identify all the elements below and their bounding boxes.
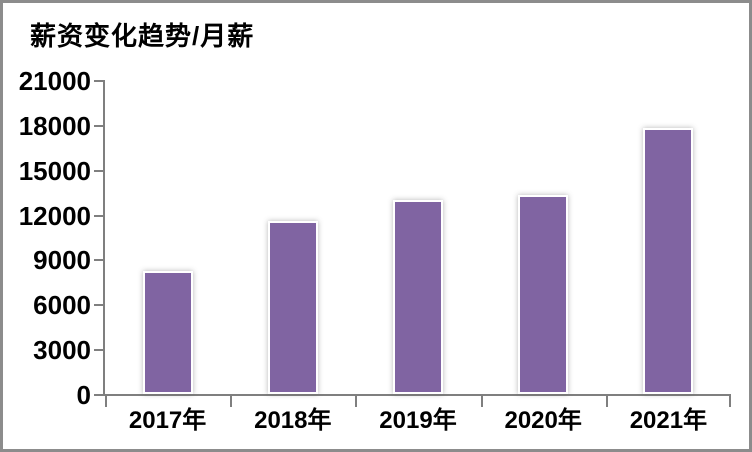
y-axis-line: [103, 80, 105, 396]
y-tick-label: 3000: [33, 335, 91, 366]
plot-area: 0 3000 6000 9000 12000 15000 18000 21000 2017年 20…: [3, 3, 749, 449]
x-tick-label: 2018年: [254, 407, 332, 434]
bar-2018年: [267, 220, 318, 394]
chart-title: 薪资变化趋势/月薪: [30, 21, 255, 51]
y-tick-label: 15000: [18, 155, 91, 186]
y-axis-tick: [94, 259, 105, 262]
y-axis-tick: [94, 349, 105, 352]
bar-2019年: [393, 199, 443, 394]
y-axis-tick: [94, 394, 105, 396]
y-axis-tick: [94, 124, 105, 127]
y-tick-label: 18000: [18, 110, 91, 141]
x-axis-tick: [480, 396, 483, 407]
y-tick-label: 12000: [18, 200, 91, 231]
bar-2017年: [142, 271, 193, 394]
x-axis-line: [105, 394, 731, 396]
y-axis-tick: [94, 169, 105, 172]
y-tick-label: 9000: [33, 245, 91, 276]
x-tick-label: 2020年: [504, 407, 582, 434]
x-tick-label: 2017年: [128, 407, 207, 434]
y-axis-tick: [94, 214, 105, 217]
x-axis-tick: [605, 396, 608, 407]
y-axis-tick: [94, 304, 105, 307]
x-tick-label: 2019年: [379, 407, 457, 434]
x-axis-tick: [355, 396, 358, 407]
bar-2020年: [518, 195, 569, 394]
y-tick-label: 6000: [33, 290, 91, 321]
y-axis-tick: [94, 80, 105, 82]
x-axis-tick: [230, 396, 233, 407]
bar-2021年: [643, 127, 694, 394]
x-axis-tick: [729, 396, 731, 407]
y-tick-label: 0: [76, 380, 91, 410]
y-tick-label: 21000: [18, 66, 91, 96]
x-tick-label: 2021年: [629, 407, 708, 434]
x-axis-tick: [105, 396, 107, 407]
